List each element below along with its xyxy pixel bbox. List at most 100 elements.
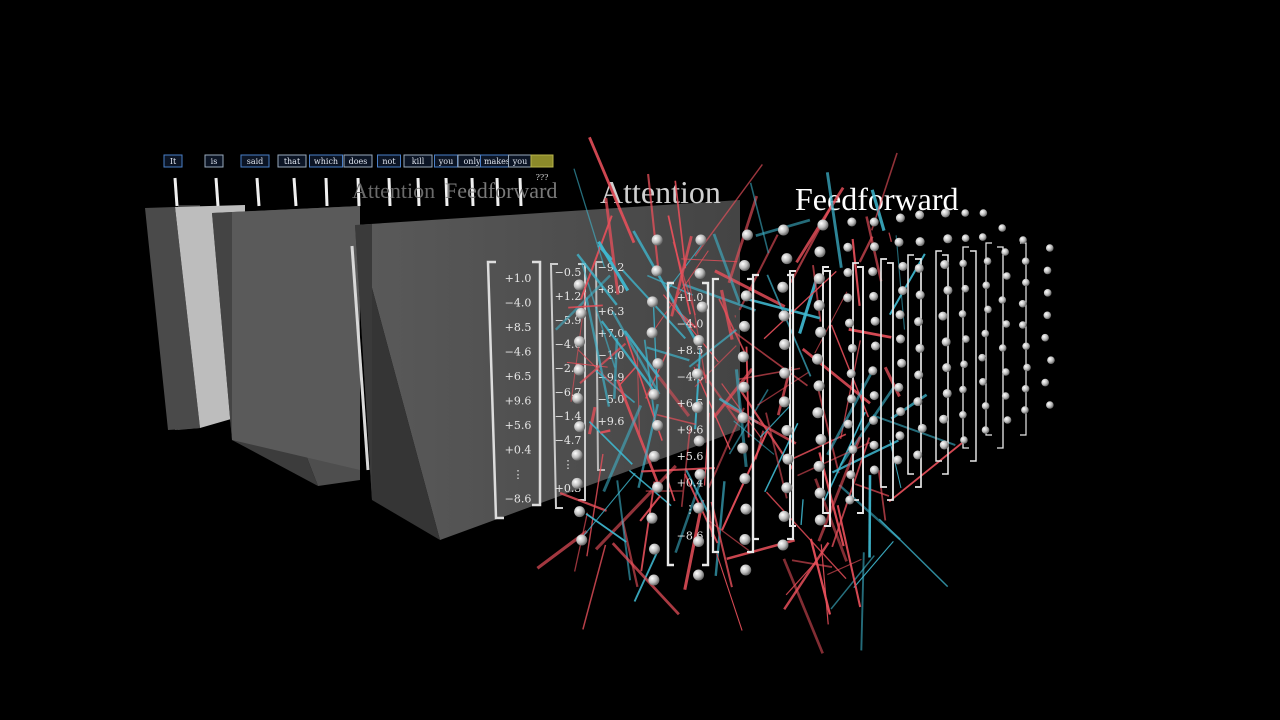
neuron-node <box>571 449 583 461</box>
neuron-node <box>895 310 905 320</box>
token-stem <box>173 177 179 207</box>
token-stem <box>356 177 361 207</box>
neuron-node <box>694 469 706 480</box>
neuron-node <box>978 353 986 362</box>
connection-line <box>588 136 636 244</box>
connection-line <box>714 269 786 308</box>
neuron-node <box>691 402 703 413</box>
token-stem <box>495 177 500 207</box>
neuron-node <box>576 534 588 546</box>
connection-line <box>628 469 672 507</box>
neuron-node <box>847 217 857 227</box>
connection-line <box>851 238 861 307</box>
neuron-node <box>869 391 879 401</box>
neuron-node <box>869 465 879 475</box>
connection-line <box>645 346 670 399</box>
attention-label-faded: Attention <box>352 178 435 203</box>
connection-line <box>823 411 866 501</box>
front-vector-value: +1.0 <box>677 291 704 304</box>
neuron-node <box>693 536 705 547</box>
neuron-node <box>695 234 707 246</box>
neuron-node <box>897 358 907 368</box>
feedforward-label: Feedforward <box>795 181 958 217</box>
front-column-4 <box>788 269 832 528</box>
connection-line <box>888 232 893 242</box>
neuron-node <box>738 381 750 393</box>
slab-near <box>355 200 740 540</box>
token-stem <box>444 177 449 207</box>
neuron-node <box>1047 356 1055 364</box>
feedforward-label-faded: Feedforward <box>445 178 557 203</box>
neuron-node <box>1045 244 1054 252</box>
neuron-node <box>815 326 827 338</box>
neuron-node <box>915 210 925 220</box>
neuron-node <box>960 360 968 369</box>
front-column-10 <box>962 246 1004 449</box>
token-13 <box>530 154 554 168</box>
neuron-node <box>895 431 905 441</box>
neuron-node <box>961 234 970 243</box>
connection-line <box>587 406 597 435</box>
neuron-node <box>815 434 827 446</box>
connection-line <box>637 403 659 489</box>
neuron-node <box>915 343 925 353</box>
neuron-node <box>737 442 749 454</box>
token-3: said <box>240 154 270 207</box>
connection-line <box>877 469 887 521</box>
token-4: that <box>277 154 307 207</box>
connection-line <box>820 544 829 625</box>
connection-line <box>602 404 643 493</box>
neuron-node <box>648 574 660 586</box>
connection-line <box>616 379 661 488</box>
neuron-node <box>693 502 705 514</box>
neuron-node <box>915 290 925 300</box>
connection-line <box>812 264 822 322</box>
connection-line <box>831 439 899 474</box>
token-11: makes <box>480 154 514 207</box>
connection-line <box>783 541 830 610</box>
token-5: which <box>309 154 343 207</box>
connection-line <box>763 270 837 340</box>
connection-line <box>582 544 607 630</box>
token-stem <box>518 177 523 207</box>
connection-line <box>712 367 754 419</box>
neuron-node <box>843 242 853 252</box>
neuron-node <box>812 407 824 419</box>
token-8: kill <box>403 154 433 207</box>
token-stem <box>292 177 298 207</box>
vector-value: ⋮ <box>563 458 574 471</box>
connection-line <box>858 236 874 263</box>
connection-line <box>712 233 741 304</box>
neuron-node <box>693 335 705 346</box>
neuron-node <box>846 369 856 379</box>
neuron-node <box>983 257 992 266</box>
neuron-node <box>941 208 951 218</box>
connection-line <box>809 538 832 615</box>
neuron-node <box>779 367 791 379</box>
neuron-node <box>1046 401 1054 409</box>
front-vector-value: +5.6 <box>677 450 704 463</box>
neuron-node <box>942 363 952 373</box>
connection-line <box>656 414 696 426</box>
neuron-node <box>573 364 585 376</box>
neuron-node <box>691 368 703 380</box>
vector-value: +8.5 <box>505 321 532 334</box>
neuron-node <box>1018 299 1027 308</box>
neuron-node <box>941 337 951 347</box>
neuron-node <box>646 512 658 524</box>
token-2: is <box>204 154 224 207</box>
embedding-vector: +1.0 −4.0 +8.5 −4.6 +6.5 +9.6 +5.6 +0.4 ⋮ −8.6 <box>486 260 542 520</box>
neuron-node <box>573 279 585 291</box>
neuron-node <box>940 260 950 270</box>
connection-line <box>825 172 843 268</box>
connection-line <box>580 215 613 300</box>
token-text: that <box>284 157 301 166</box>
neuron-node <box>917 423 927 433</box>
connection-line <box>613 338 619 399</box>
connection-line <box>623 330 660 378</box>
neuron-node <box>942 388 952 398</box>
vector-value: +1.2 <box>555 290 582 303</box>
connection-line <box>639 495 662 522</box>
neuron-node <box>1003 272 1011 280</box>
connection-line <box>600 320 658 395</box>
